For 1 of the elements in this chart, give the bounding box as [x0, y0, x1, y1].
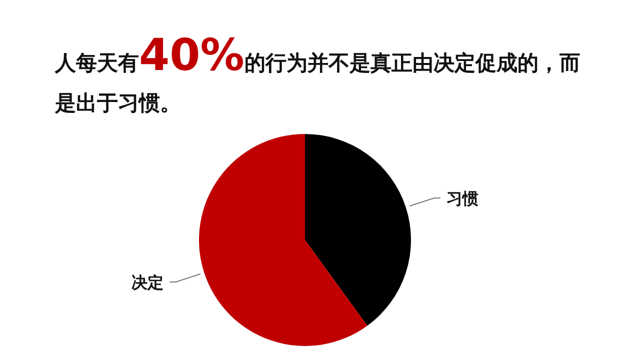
title: 人每天有40%的行为并不是真正由决定促成的，而是出于习惯。 [55, 30, 580, 115]
